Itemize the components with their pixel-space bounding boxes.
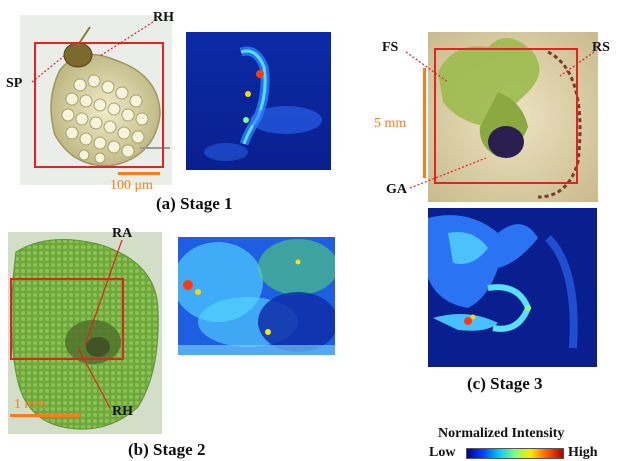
stage3-label-fs: FS xyxy=(382,40,399,55)
stage3-label-ga: GA xyxy=(386,182,407,197)
legend-low: Low xyxy=(429,445,456,460)
legend-title: Normalized Intensity xyxy=(438,426,565,441)
stage1-label-sp: SP xyxy=(6,76,23,91)
stage1-roi-box xyxy=(34,42,164,168)
stage3-heatmap-drawing xyxy=(428,208,597,367)
stage3-roi-box xyxy=(434,48,578,184)
stage3-scale-label: 5 mm xyxy=(374,116,407,131)
stage2-scale-label: 1 mm xyxy=(14,397,47,412)
stage2-caption: (b) Stage 2 xyxy=(128,440,206,459)
stage1-scale-label: 100 μm xyxy=(110,178,153,193)
stage2-roi-box xyxy=(10,278,124,360)
stage3-photo-drawing xyxy=(428,32,598,202)
legend-high: High xyxy=(568,445,598,460)
stage2-heatmap-drawing xyxy=(178,237,335,355)
stage1-heatmap xyxy=(186,32,331,170)
stage3-heatmap xyxy=(428,208,597,367)
stage2-label-rh: RH xyxy=(112,404,133,419)
stage2-heatmap xyxy=(178,237,335,355)
legend-colorbar xyxy=(466,448,564,459)
stage1-label-rh: RH xyxy=(153,10,174,25)
stage3-label-rs: RS xyxy=(592,40,610,55)
stage3-scale-bar xyxy=(423,68,426,178)
stage2-label-ra: RA xyxy=(112,226,133,241)
stage3-caption: (c) Stage 3 xyxy=(467,374,543,393)
stage1-heatmap-drawing xyxy=(186,32,331,170)
stage1-caption: (a) Stage 1 xyxy=(156,194,233,213)
